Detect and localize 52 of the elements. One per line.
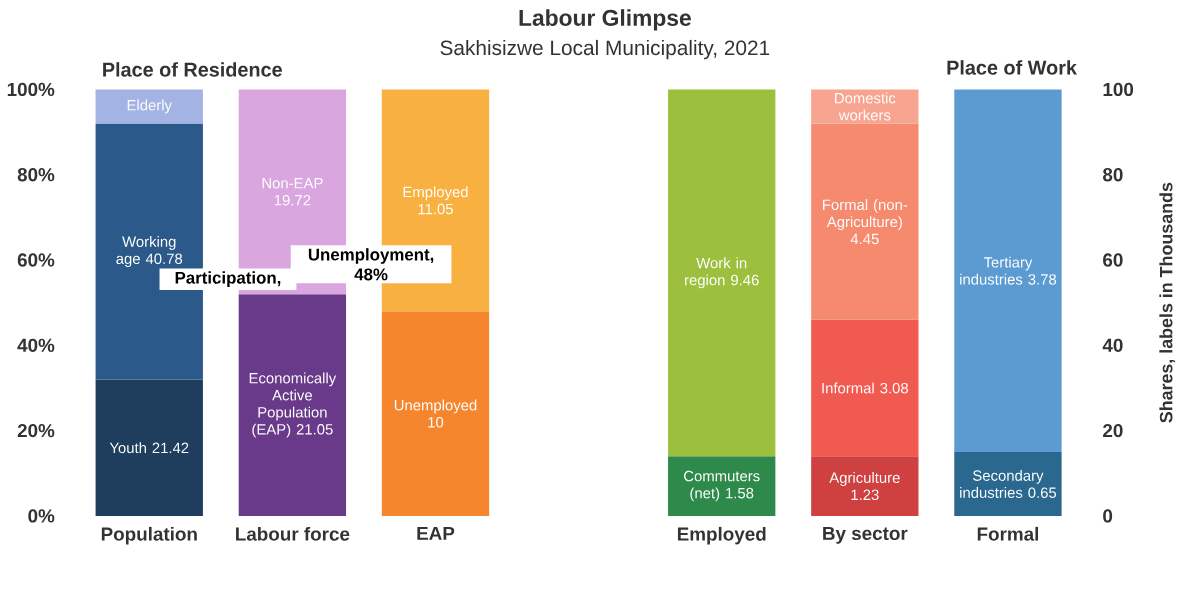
x-tick-label: EAP xyxy=(417,526,455,540)
x-tick-label: Formal xyxy=(977,526,1039,541)
bar xyxy=(95,89,203,124)
text: Place of Residence xyxy=(103,62,282,77)
annotation: Employed 11.05 xyxy=(403,186,468,215)
bar xyxy=(668,89,776,457)
annotation: Youth 21.42 xyxy=(109,442,189,454)
y2-tick-label: 40 xyxy=(1102,338,1123,352)
bar xyxy=(381,311,490,516)
y-tick-label: 100% xyxy=(7,82,55,97)
x-tick-label: By sector xyxy=(823,526,908,544)
x-tick-label: Labour force xyxy=(236,526,350,541)
bar xyxy=(954,89,1062,452)
chart-subtitle: Sakhisizwe Local Municipality, 2021 xyxy=(440,39,770,60)
bar xyxy=(811,319,919,457)
annotation: Commuters (net) 1.58 xyxy=(684,470,760,502)
y-tick-label: 20% xyxy=(17,423,55,438)
bar xyxy=(95,379,203,516)
text: Place of Work xyxy=(947,60,1077,75)
y-tick-label: 80% xyxy=(17,167,55,182)
annotation: Non-EAP 19.72 xyxy=(262,178,323,206)
bar xyxy=(811,123,919,320)
bar xyxy=(668,456,776,516)
bar xyxy=(238,294,347,516)
y-tick-label: 60% xyxy=(17,253,55,267)
annotation: Elderly xyxy=(127,99,172,114)
annotation: Secondary industries 0.65 xyxy=(960,469,1057,498)
y2-tick-label: 0 xyxy=(1103,509,1113,523)
annotation: Tertiary industries 3.78 xyxy=(960,256,1057,285)
annotation: Domestic workers xyxy=(835,92,896,121)
annotation: Participation, xyxy=(175,271,281,288)
x-tick-label: Employed xyxy=(677,526,766,545)
annotation: Working age 40.78 xyxy=(116,235,183,267)
bar xyxy=(954,451,1062,516)
annotation: Unemployed 10 xyxy=(394,399,477,428)
y-tick-label: 40% xyxy=(17,338,55,352)
annotation: Informal 3.08 xyxy=(822,382,908,394)
annotation: Work in region 9.46 xyxy=(685,257,759,289)
y2-axis-title: Shares, labels in Thousands xyxy=(1159,182,1176,423)
annotation: Formal (non-Agriculture) 4.45 xyxy=(823,199,908,245)
y2-tick-label: 80 xyxy=(1102,167,1123,182)
y-tick-label: 0% xyxy=(28,509,55,523)
chart-title: Labour Glimpse xyxy=(519,9,691,31)
annotation: Agriculture 1.23 xyxy=(829,472,900,501)
bar xyxy=(811,456,919,516)
annotation: Economically Active Population (EAP) 21.05 xyxy=(249,372,337,438)
y2-tick-label: 100 xyxy=(1103,82,1134,97)
y2-tick-label: 20 xyxy=(1103,423,1123,438)
annotation: Unemployment, 48% xyxy=(308,248,434,281)
y2-tick-label: 60 xyxy=(1103,253,1123,267)
bar xyxy=(811,89,919,124)
x-tick-label: Population xyxy=(101,526,197,545)
